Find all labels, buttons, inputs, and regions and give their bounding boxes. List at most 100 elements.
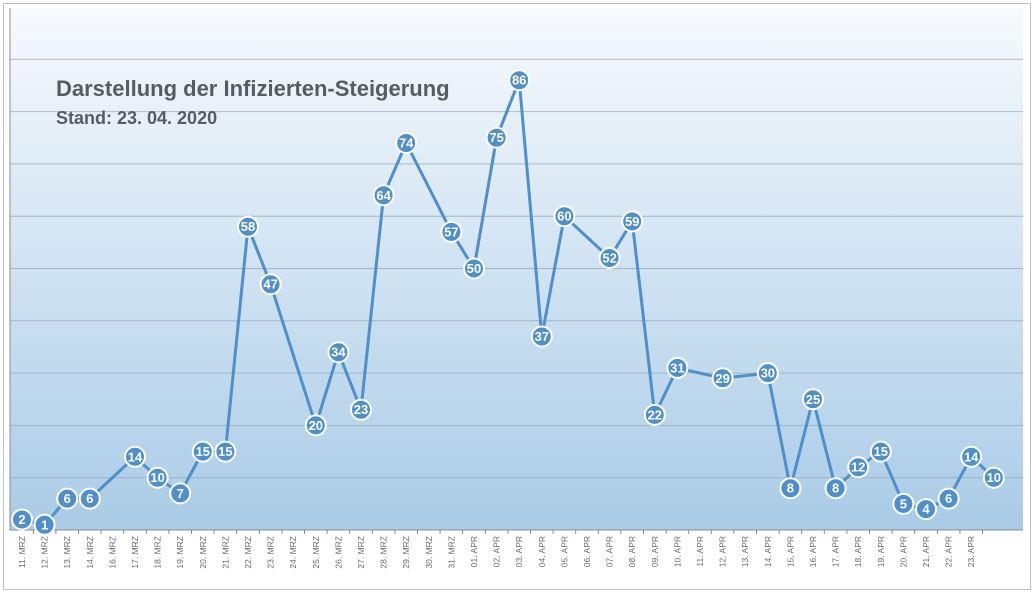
data-label: 8 xyxy=(832,481,839,496)
x-tick-label: 17. MRZ xyxy=(130,536,140,569)
data-label: 30 xyxy=(761,366,775,381)
data-point xyxy=(214,440,237,463)
x-tick-label: 01. APR xyxy=(469,536,479,567)
data-label: 15 xyxy=(218,444,232,459)
data-point xyxy=(259,273,282,296)
data-label: 22 xyxy=(648,407,662,422)
x-tick-label: 20. APR xyxy=(898,536,908,567)
data-label: 75 xyxy=(489,130,503,145)
data-point xyxy=(598,247,621,269)
data-point xyxy=(33,513,56,536)
data-label: 4 xyxy=(922,502,930,517)
x-tick-label: 22. APR xyxy=(944,536,954,567)
x-tick-label: 09. APR xyxy=(650,536,660,567)
x-tick-label: 21. MRZ xyxy=(220,536,230,569)
data-point xyxy=(169,482,192,505)
data-point xyxy=(395,132,418,154)
x-tick-label: 29. MRZ xyxy=(401,536,411,569)
data-point xyxy=(327,341,350,364)
data-point xyxy=(847,456,870,479)
data-label: 31 xyxy=(670,360,684,375)
data-label: 47 xyxy=(263,277,277,292)
data-point xyxy=(372,184,395,207)
data-point xyxy=(11,508,33,531)
x-tick-label: 18. MRZ xyxy=(153,536,163,569)
x-tick-label: 13. APR xyxy=(740,536,750,567)
x-tick-label: 16. MRZ xyxy=(107,536,117,569)
data-point xyxy=(869,440,892,463)
x-tick-label: 14. APR xyxy=(763,536,773,567)
x-tick-label: 30. MRZ xyxy=(424,536,434,569)
x-tick-label: 21. APR xyxy=(921,536,931,567)
chart-title: Darstellung der Infizierten-Steigerung xyxy=(56,76,450,101)
data-label: 34 xyxy=(331,345,346,360)
data-label: 2 xyxy=(18,512,25,527)
data-point xyxy=(191,440,214,463)
x-tick-label: 28. MRZ xyxy=(379,536,389,569)
x-tick-label: 22. MRZ xyxy=(243,536,253,569)
data-point xyxy=(779,477,802,500)
data-label: 37 xyxy=(535,329,549,344)
x-tick-label: 19. MRZ xyxy=(175,536,185,569)
x-tick-label: 18. APR xyxy=(853,536,863,567)
data-label: 15 xyxy=(196,444,210,459)
data-label: 5 xyxy=(900,496,907,511)
x-tick-label: 10. APR xyxy=(672,536,682,567)
data-point xyxy=(508,69,531,92)
data-point xyxy=(463,257,485,280)
x-tick-label: 14. MRZ xyxy=(85,536,95,569)
data-label: 74 xyxy=(399,136,414,151)
data-point xyxy=(350,398,372,421)
data-label: 14 xyxy=(964,449,979,464)
data-label: 7 xyxy=(177,486,184,501)
data-label: 1 xyxy=(41,517,48,532)
data-point xyxy=(485,126,508,149)
x-tick-label: 31. MRZ xyxy=(446,536,456,569)
data-label: 60 xyxy=(557,209,571,224)
data-label: 12 xyxy=(851,460,865,475)
data-label: 52 xyxy=(602,251,616,266)
x-tick-label: 17. APR xyxy=(831,536,841,567)
data-point xyxy=(146,466,169,489)
x-tick-label: 13. MRZ xyxy=(62,536,72,569)
x-tick-label: 15. APR xyxy=(785,536,795,567)
x-tick-label: 11. APR xyxy=(695,536,705,567)
x-tick-label: 20. MRZ xyxy=(198,536,208,569)
data-point xyxy=(982,466,1005,489)
x-tick-label: 12. MRZ xyxy=(40,536,50,569)
chart-subtitle: Stand: 23. 04. 2020 xyxy=(56,108,218,128)
x-tick-label: 27. MRZ xyxy=(356,536,366,569)
data-label: 6 xyxy=(945,491,952,506)
data-point xyxy=(643,403,666,426)
data-label: 10 xyxy=(987,470,1001,485)
data-point xyxy=(892,492,915,515)
data-label: 6 xyxy=(86,491,93,506)
data-label: 8 xyxy=(787,481,794,496)
x-tick-label: 16. APR xyxy=(808,536,818,567)
x-tick-label: 25. MRZ xyxy=(311,536,321,569)
x-tick-label: 08. APR xyxy=(627,536,637,567)
x-tick-label: 11. MRZ xyxy=(17,536,27,568)
x-tick-label: 05. APR xyxy=(559,536,569,567)
data-point xyxy=(937,487,960,510)
data-label: 10 xyxy=(150,470,164,485)
data-label: 58 xyxy=(241,219,255,234)
data-label: 25 xyxy=(806,392,820,407)
data-point xyxy=(824,477,847,500)
x-tick-label: 02. APR xyxy=(492,536,502,567)
data-point xyxy=(56,487,79,510)
x-tick-label: 26. MRZ xyxy=(333,536,343,569)
x-tick-label: 23. MRZ xyxy=(266,536,276,569)
data-point xyxy=(621,210,644,233)
data-point xyxy=(711,367,734,390)
data-point xyxy=(802,388,824,411)
data-point xyxy=(553,205,576,228)
data-point xyxy=(960,445,983,468)
data-label: 23 xyxy=(354,402,368,417)
x-tick-label: 24. MRZ xyxy=(288,536,298,569)
data-label: 29 xyxy=(715,371,729,386)
x-tick-label: 07. APR xyxy=(605,536,615,567)
x-tick-label: 04. APR xyxy=(537,536,547,567)
data-point xyxy=(304,414,327,437)
